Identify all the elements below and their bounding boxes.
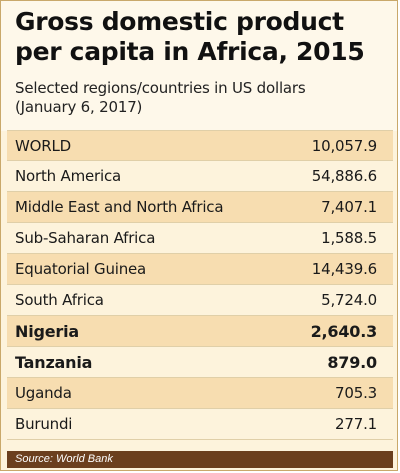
row-label: North America (15, 167, 121, 185)
table-row: Tanzania 879.0 (7, 347, 393, 378)
row-label: South Africa (15, 291, 104, 309)
row-label: Sub-Saharan Africa (15, 229, 156, 247)
chart-subtitle: Selected regions/countries in US dollars… (15, 79, 306, 116)
row-label: Burundi (15, 415, 73, 433)
row-value: 10,057.9 (311, 137, 377, 155)
table-row: Sub-Saharan Africa 1,588.5 (7, 223, 393, 254)
table-row: Burundi 277.1 (7, 409, 393, 440)
header: Gross domestic product per capita in Afr… (1, 1, 397, 131)
row-value: 5,724.0 (321, 291, 377, 309)
row-value: 1,588.5 (321, 229, 377, 247)
table-row: Nigeria 2,640.3 (7, 316, 393, 347)
row-label: Tanzania (15, 353, 93, 372)
table-row: Equatorial Guinea 14,439.6 (7, 254, 393, 285)
row-label: WORLD (15, 137, 71, 155)
table-row: South Africa 5,724.0 (7, 285, 393, 316)
row-label: Uganda (15, 384, 72, 402)
row-value: 277.1 (335, 415, 377, 433)
row-value: 54,886.6 (311, 167, 377, 185)
table-row: Uganda 705.3 (7, 378, 393, 409)
table-row: Middle East and North Africa 7,407.1 (7, 192, 393, 223)
row-value: 879.0 (327, 353, 377, 372)
chart-title: Gross domestic product per capita in Afr… (15, 7, 365, 66)
source-bar: Source: World Bank (7, 451, 393, 468)
row-label: Middle East and North Africa (15, 198, 224, 216)
source-text: Source: World Bank (15, 453, 113, 465)
row-value: 7,407.1 (321, 198, 377, 216)
table-row: WORLD 10,057.9 (7, 130, 393, 161)
row-value: 2,640.3 (310, 322, 378, 341)
table-row: North America 54,886.6 (7, 161, 393, 192)
row-value: 705.3 (335, 384, 377, 402)
row-value: 14,439.6 (311, 260, 377, 278)
data-table: WORLD 10,057.9 North America 54,886.6 Middle… (7, 130, 393, 440)
row-label: Equatorial Guinea (15, 260, 147, 278)
row-label: Nigeria (15, 322, 79, 341)
